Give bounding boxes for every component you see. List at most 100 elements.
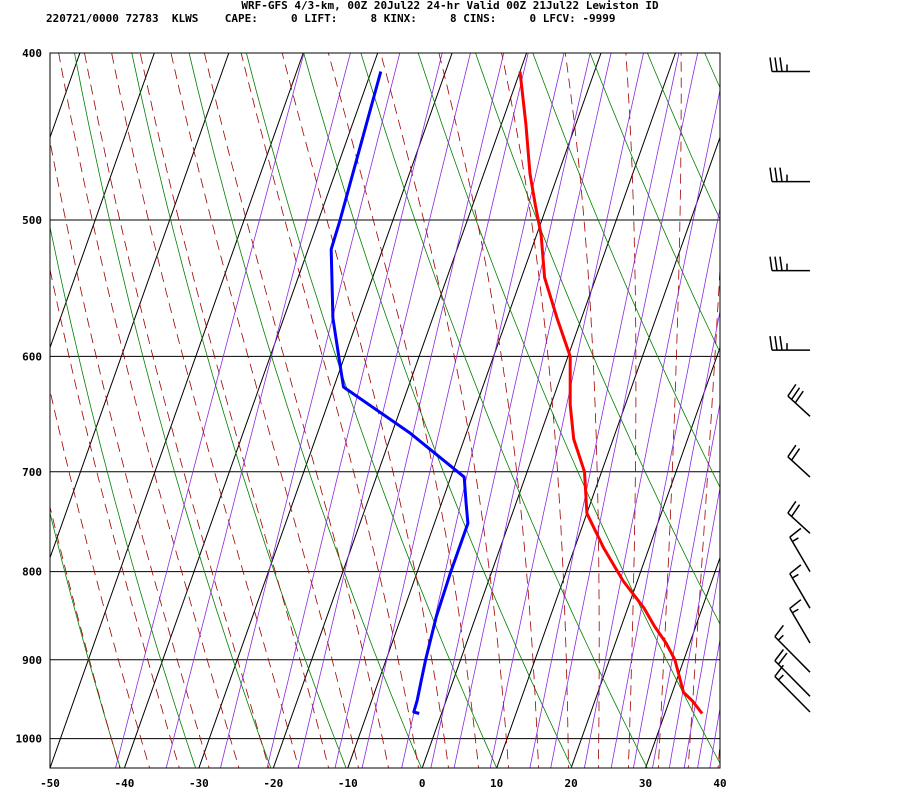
wind-barb bbox=[769, 167, 810, 183]
mixing-ratio-line bbox=[334, 53, 505, 768]
mixing-ratio-line bbox=[550, 53, 699, 768]
dry-adiabat bbox=[532, 53, 720, 489]
wind-barb bbox=[774, 649, 811, 697]
barb-feather bbox=[790, 504, 801, 517]
isotherm-line bbox=[570, 346, 720, 768]
barb-feather bbox=[769, 256, 773, 271]
mixing-ratio-line bbox=[220, 53, 401, 768]
moist-adiabat bbox=[687, 261, 720, 768]
dry-adiabat bbox=[50, 225, 197, 768]
barb-staff bbox=[774, 675, 811, 713]
sounding-profiles bbox=[329, 71, 704, 715]
isotherm-line bbox=[123, 53, 379, 768]
chart-title: WRF-GFS 4/3-km, 00Z 20Jul22 24-hr Valid … bbox=[241, 0, 659, 12]
dry-adiabat bbox=[360, 53, 648, 768]
barb-feather bbox=[774, 336, 778, 351]
moist-adiabat bbox=[380, 53, 509, 768]
reference-lines bbox=[0, 15, 900, 776]
barb-feather bbox=[779, 256, 783, 271]
moist-adiabat bbox=[747, 15, 820, 776]
moist-adiabat bbox=[50, 267, 180, 768]
barb-staff bbox=[787, 395, 811, 417]
isotherm-line bbox=[50, 53, 304, 768]
sounding-stats: 220721/0000 72783 KLWS CAPE: 0 LIFT: 8 K… bbox=[46, 12, 616, 25]
mixing-ratio-line bbox=[652, 401, 720, 768]
wind-barb bbox=[787, 383, 811, 417]
barb-feather bbox=[769, 336, 773, 351]
mixing-ratio-line bbox=[297, 53, 471, 768]
isotherm-line bbox=[50, 53, 230, 560]
moist-adiabat bbox=[564, 53, 600, 768]
wind-barb bbox=[769, 336, 810, 351]
isotherm-line bbox=[719, 766, 720, 768]
mixing-ratio-line bbox=[610, 206, 720, 768]
pressure-tick-label: 500 bbox=[22, 214, 42, 227]
dry-adiabat bbox=[745, 15, 900, 776]
barb-half-feather bbox=[791, 537, 799, 543]
temperature-tick-label: 40 bbox=[713, 777, 726, 790]
isotherm-line bbox=[496, 135, 720, 768]
moist-adiabat bbox=[58, 53, 240, 768]
moist-adiabat bbox=[717, 738, 720, 768]
wind-barb bbox=[787, 444, 811, 478]
moist-adiabat bbox=[501, 53, 569, 768]
temperature-axis: -50 -40 -30 -20 -10 0 10 20 30 40 bbox=[40, 777, 727, 790]
barb-feather bbox=[769, 57, 773, 72]
barb-half-feather bbox=[791, 573, 799, 579]
moist-adiabat bbox=[625, 53, 637, 768]
moist-adiabat bbox=[327, 53, 479, 768]
wind-barb bbox=[774, 624, 811, 673]
mixing-ratio-line bbox=[165, 53, 351, 768]
barb-staff bbox=[774, 660, 811, 697]
dry-adiabat bbox=[245, 53, 498, 768]
barb-half-feather bbox=[791, 608, 799, 614]
temperature-tick-label: 20 bbox=[564, 777, 577, 790]
pressure-tick-label: 1000 bbox=[16, 733, 43, 746]
temperature-tick-label: -30 bbox=[189, 777, 209, 790]
dry-adiabat bbox=[50, 511, 121, 768]
moist-adiabat bbox=[240, 53, 419, 768]
isotherm-line bbox=[347, 53, 602, 768]
dry-adiabat bbox=[188, 53, 422, 768]
barb-feather bbox=[787, 444, 797, 458]
mixing-ratio-line bbox=[266, 53, 443, 768]
barb-feather bbox=[790, 448, 801, 461]
moist-adiabat bbox=[657, 53, 682, 768]
wind-barb bbox=[789, 527, 811, 573]
dry-adiabat bbox=[475, 53, 720, 625]
barb-staff bbox=[789, 573, 811, 609]
moist-adiabat bbox=[50, 388, 151, 768]
isotherm-line bbox=[0, 53, 5, 768]
pressure-tick-label: 900 bbox=[22, 654, 42, 667]
isobar-grid bbox=[50, 52, 720, 740]
mixing-ratio-line bbox=[529, 53, 680, 768]
mixing-ratio-line bbox=[632, 309, 720, 768]
mixing-ratio-line bbox=[361, 53, 529, 768]
wind-barb bbox=[787, 500, 811, 534]
barb-feather bbox=[769, 167, 773, 182]
mixing-ratio-line bbox=[697, 637, 720, 768]
temperature-tick-label: 0 bbox=[419, 777, 426, 790]
barb-feather bbox=[789, 564, 802, 575]
isotherm-line bbox=[421, 53, 676, 768]
plot-frame bbox=[49, 52, 721, 769]
wind-barb bbox=[789, 564, 811, 609]
barb-feather bbox=[774, 649, 785, 662]
barb-staff bbox=[787, 456, 811, 478]
barb-feather bbox=[789, 527, 802, 538]
dry-adiabat bbox=[74, 53, 272, 768]
dry-adiabat bbox=[303, 53, 573, 768]
barb-feather bbox=[779, 167, 783, 182]
temperature-tick-label: -40 bbox=[115, 777, 135, 790]
barb-feather bbox=[789, 599, 802, 610]
isotherm-line bbox=[272, 53, 528, 768]
barb-feather bbox=[774, 664, 785, 677]
mixing-ratio-line bbox=[453, 53, 612, 768]
moist-adiabat bbox=[111, 53, 300, 768]
wind-barbs bbox=[769, 57, 811, 713]
moist-adiabat bbox=[139, 53, 330, 768]
isotherm-line bbox=[645, 556, 720, 768]
mixing-ratio-line bbox=[683, 563, 720, 768]
isotherm-line bbox=[198, 53, 453, 768]
